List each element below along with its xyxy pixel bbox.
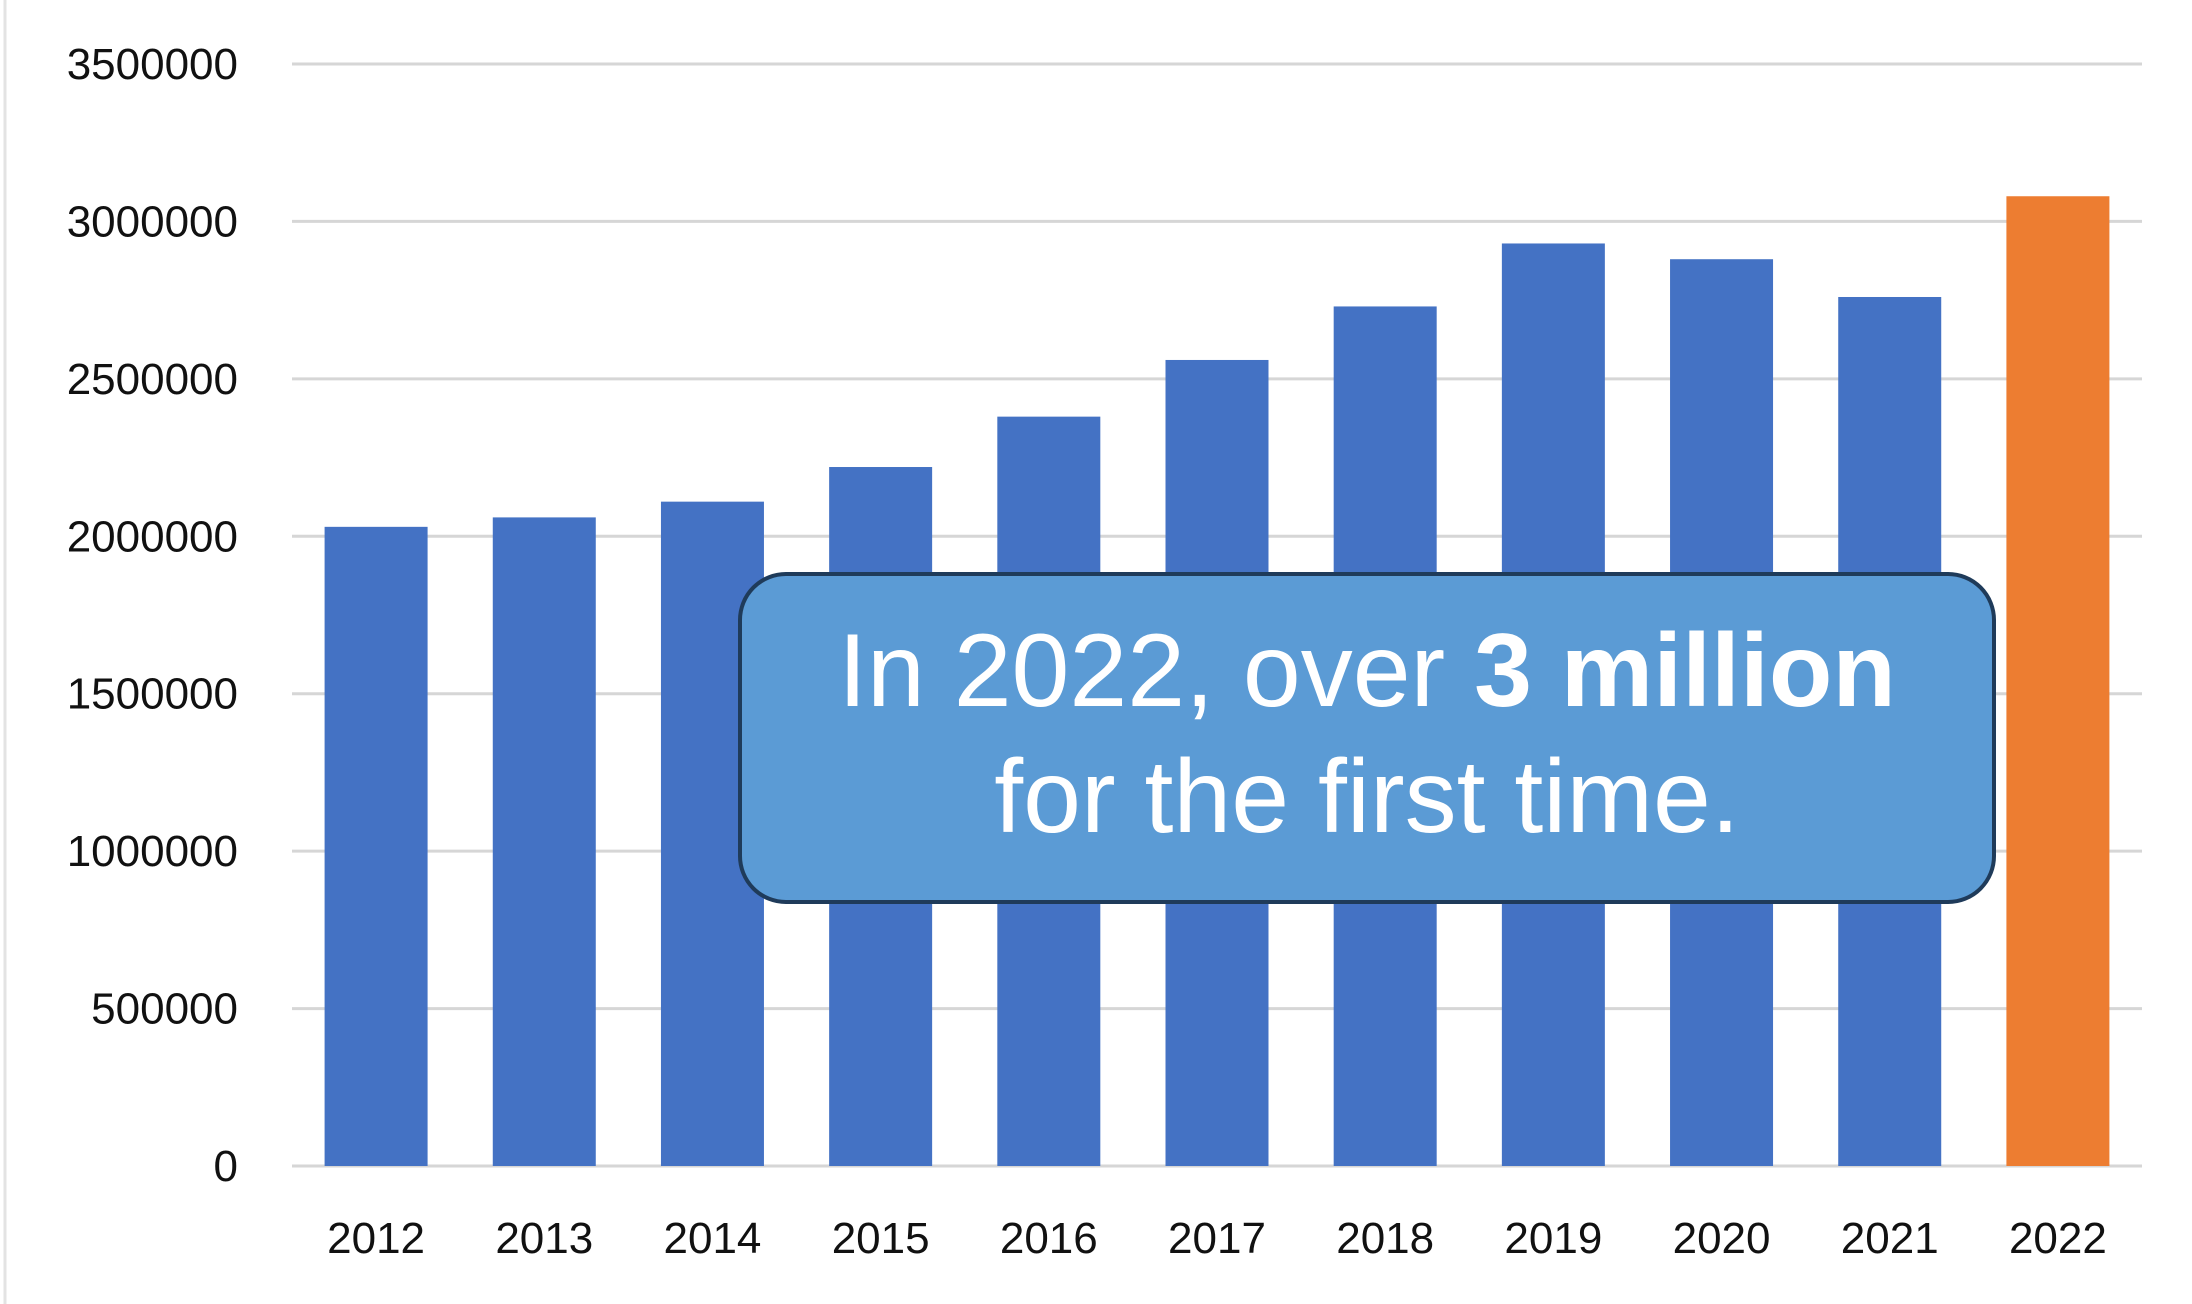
annotation-callout: In 2022, over 3 million for the first ti…: [738, 572, 1996, 904]
y-tick-label: 500000: [91, 985, 238, 1034]
y-tick-label: 3500000: [67, 40, 238, 89]
bar-2013: [492, 517, 596, 1166]
x-tick-label: 2021: [1841, 1214, 1939, 1263]
x-tick-label: 2022: [2009, 1214, 2107, 1263]
bar-2022: [2006, 196, 2110, 1167]
annotation-emphasis: 3 million: [1474, 613, 1896, 729]
y-tick-label: 1000000: [67, 827, 238, 876]
x-tick-label: 2018: [1336, 1214, 1434, 1263]
bar-2012: [324, 526, 428, 1166]
annotation-line-1-prefix: In 2022, over: [838, 613, 1475, 729]
x-tick-label: 2014: [664, 1214, 762, 1263]
x-tick-label: 2019: [1504, 1214, 1602, 1263]
x-tick-label: 2016: [1000, 1214, 1098, 1263]
x-tick-label: 2020: [1673, 1214, 1771, 1263]
x-tick-label: 2013: [495, 1214, 593, 1263]
y-tick-label: 3000000: [67, 197, 238, 246]
annotation-line-1: In 2022, over 3 million: [742, 608, 1992, 734]
y-tick-label: 2500000: [67, 355, 238, 404]
annotation-line-2: for the first time.: [994, 739, 1740, 855]
y-tick-label: 2000000: [67, 512, 238, 561]
y-tick-label: 1500000: [67, 670, 238, 719]
y-axis-tick-labels: 0 500000 1000000 1500000 2000000 2500000 30000…: [67, 40, 238, 1191]
x-tick-label: 2015: [832, 1214, 930, 1263]
x-axis-tick-labels: 2012 2013 2014 2015 2016 2017 2018 2019 2020 2021…: [327, 1214, 2107, 1263]
y-tick-label: 0: [214, 1142, 238, 1191]
x-tick-label: 2017: [1168, 1214, 1266, 1263]
x-tick-label: 2012: [327, 1214, 425, 1263]
